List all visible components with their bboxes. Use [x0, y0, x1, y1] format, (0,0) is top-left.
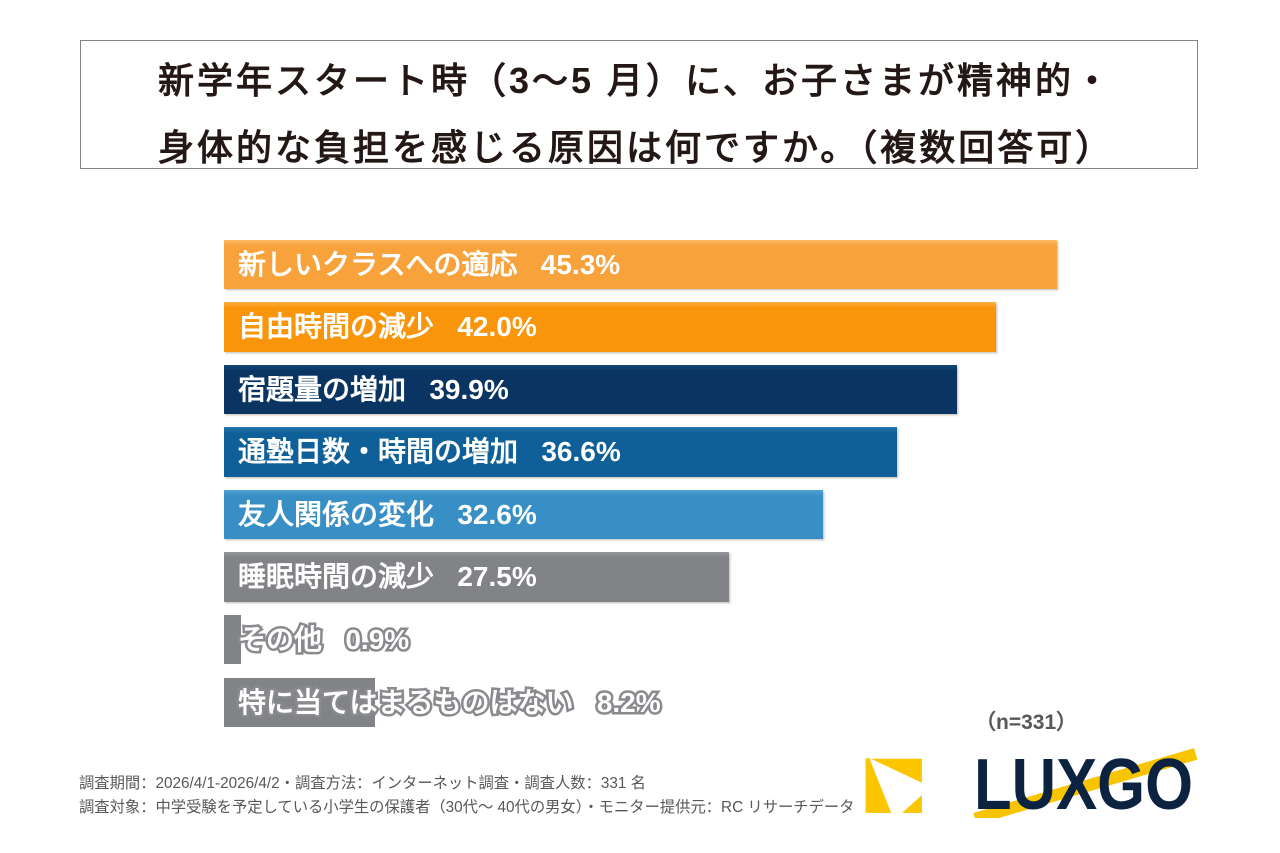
svg-text:LUXGO: LUXGO — [974, 745, 1193, 818]
